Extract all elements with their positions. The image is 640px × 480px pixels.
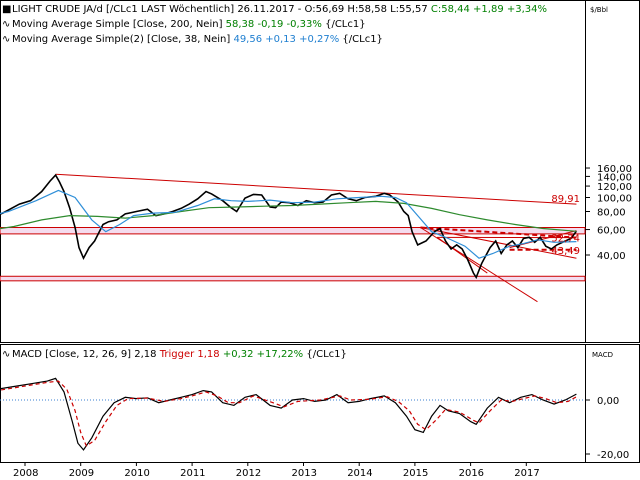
line-icon: ∿ (2, 19, 11, 30)
trend-line (420, 226, 577, 239)
x-tick-label: 2014 (347, 468, 372, 479)
trend-label: 89,91 (551, 194, 580, 205)
x-tick-label: 2011 (180, 468, 205, 479)
x-tick-label: 2010 (124, 468, 149, 479)
trend-line (420, 227, 577, 259)
legend-trigger: Trigger 1,18 (159, 349, 220, 360)
x-tick-label: 2013 (292, 468, 317, 479)
x-axis: 2008 2009 2010 2011 2012 2013 2014 2015 2016 2017 (13, 462, 540, 479)
trend-label: 52,74 (551, 234, 580, 245)
legend-macd-change: +0,32 +17,22% (219, 349, 304, 360)
macd-line (0, 377, 577, 451)
legend-ma200-label: Moving Average Simple [Close, 200, Nein] (12, 19, 226, 30)
trigger-line (0, 380, 577, 447)
y-tick-label: 160,00 (597, 164, 632, 175)
x-tick-label: 2012 (236, 468, 261, 479)
x-tick-label: 2016 (459, 468, 484, 479)
line-icon: ∿ (2, 34, 11, 45)
x-tick-label: 2008 (13, 468, 38, 479)
price-line (0, 173, 578, 280)
x-tick-label: 2017 (514, 468, 539, 479)
ma38-line (0, 189, 577, 259)
legend-ma38-label: Moving Average Simple(2) [Close, 38, Nei… (12, 34, 234, 45)
ma200-line (0, 200, 577, 232)
macd-unit: MACD (592, 351, 613, 359)
legend-ma200-tail: {/CLc1} (321, 19, 366, 30)
macd-frame (0, 344, 640, 463)
trend-line (436, 236, 488, 274)
legend-macd-label: MACD [Close, 12, 26, 9] 2,18 (12, 349, 160, 360)
legend-title: LIGHT CRUDE JA/d [/CLc1 LAST Wöchentlich… (12, 4, 305, 15)
legend-ma38: ∿ Moving Average Simple(2) [Close, 38, Ne… (2, 33, 383, 46)
legend-ma38-tail: {/CLc1} (339, 34, 383, 45)
x-tick-label: 2015 (403, 468, 428, 479)
support-zone (0, 227, 586, 235)
legend-macd: ∿ MACD [Close, 12, 26, 9] 2,18 Trigger 1,… (2, 348, 347, 361)
price-unit: $/Bbl (590, 6, 609, 14)
y-tick-label: 100,00 (597, 194, 632, 205)
legend-ohlc: O:56,69 H:58,58 L:55,57 (304, 4, 428, 15)
legend-price: ■LIGHT CRUDE JA/d [/CLc1 LAST Wöchentlic… (2, 3, 547, 16)
legend-macd-tail: {/CLc1} (303, 349, 347, 360)
line-icon: ∿ (2, 349, 11, 360)
x-tick-label: 2009 (69, 468, 94, 479)
y-tick-label: 120,00 (597, 182, 632, 193)
trend-line (55, 173, 577, 205)
macd-panel: 0,00 -20,00 (0, 344, 640, 463)
price-frame (0, 0, 640, 343)
legend-change: C:58,44 +1,89 +3,34% (430, 4, 548, 15)
legend-ma200-value: 58,38 -0,19 -0,33% (225, 19, 322, 30)
legend-ma200: ∿ Moving Average Simple [Close, 200, Nein… (2, 18, 366, 31)
y-tick-label: 140,00 (597, 172, 632, 183)
y-tick-label: 80,00 (597, 208, 626, 219)
legend-marker: ■ (2, 4, 12, 15)
y-tick-label: 60,00 (597, 226, 626, 237)
macd-tick-label: 0,00 (597, 396, 619, 407)
macd-tick-label: -20,00 (597, 450, 629, 461)
legend-ma38-value: 49,56 +0,13 +0,27% (233, 34, 340, 45)
trend-label: 43,49 (551, 246, 580, 257)
y-tick-label: 40,00 (597, 251, 626, 262)
trend-line (509, 230, 577, 249)
support-zone (0, 275, 586, 282)
